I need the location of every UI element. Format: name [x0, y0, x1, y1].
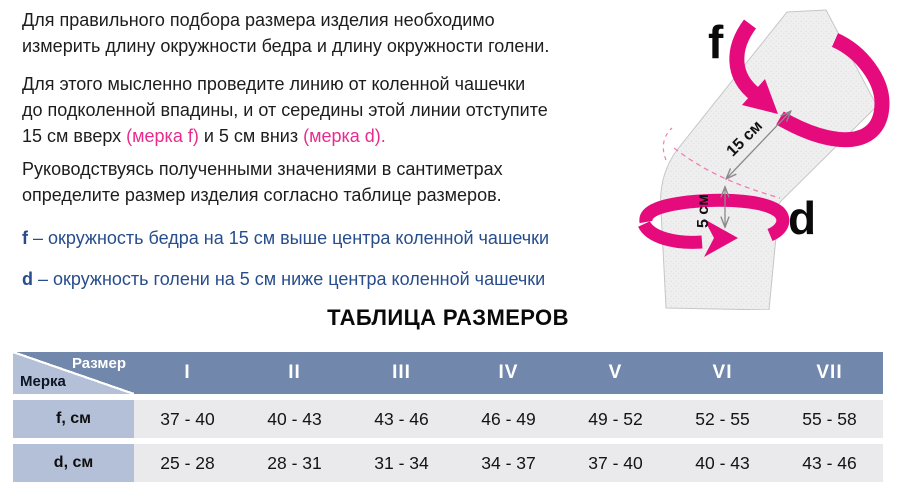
intro-line: определите размер изделия согласно табли… — [22, 185, 502, 205]
table-cell: 31 - 34 — [374, 452, 429, 473]
table-cell: 40 - 43 — [267, 408, 322, 429]
definition-f: f – окружность бедра на 15 см выше центр… — [22, 228, 549, 249]
intro-paragraph-1: Для правильного подбора размера изделия … — [22, 7, 549, 59]
intro-line: измерить длину окружности бедра и длину … — [22, 36, 550, 56]
column-header: II — [288, 362, 301, 383]
intro-line: до подколенной впадины, и от середины эт… — [22, 100, 548, 120]
intro-paragraph-2: Для этого мысленно проведите линию от ко… — [22, 71, 548, 149]
knee-diagram-svg: 15 см 5 см f d — [638, 9, 890, 310]
size-table: Размер Мерка I II III IV V VI VII f, см … — [13, 352, 883, 482]
column-header: VII — [816, 362, 843, 383]
definition-f-key: f — [22, 228, 28, 248]
diagram-label-f: f — [708, 16, 724, 68]
table-cell: 25 - 28 — [160, 452, 215, 473]
knee-measurement-diagram: 15 см 5 см f d — [630, 0, 900, 310]
table-cell: 37 - 40 — [160, 408, 215, 429]
column-header: III — [392, 362, 411, 383]
table-cell: 49 - 52 — [588, 408, 643, 429]
intro-line: Для этого мысленно проведите линию от ко… — [22, 74, 526, 94]
intro-line: Руководствуясь полученными значениями в … — [22, 159, 503, 179]
table-cell: 34 - 37 — [481, 452, 536, 473]
row-f-values: 37 - 40 40 - 43 43 - 46 46 - 49 49 - 52 … — [134, 400, 883, 438]
corner-cell: Размер Мерка — [13, 352, 134, 394]
column-header: V — [608, 362, 623, 383]
intro-line: Для правильного подбора размера изделия … — [22, 10, 495, 30]
table-cell: 52 - 55 — [695, 408, 750, 429]
definition-d: d – окружность голени на 5 см ниже центр… — [22, 269, 545, 290]
column-header: I — [184, 362, 191, 383]
text-segment: и 5 см вниз — [198, 126, 304, 146]
row-d-values: 25 - 28 28 - 31 31 - 34 34 - 37 37 - 40 … — [134, 444, 883, 482]
size-table-title: ТАБЛИЦА РАЗМЕРОВ — [327, 305, 569, 330]
table-cell: 40 - 43 — [695, 452, 750, 473]
thigh-circumference-arrow — [729, 19, 890, 148]
size-columns: I II III IV V VI VII — [134, 352, 883, 394]
row-label-d: d, см — [13, 444, 134, 482]
measure-f-highlight: (мерка f) — [126, 126, 199, 146]
table-row-d: d, см 25 - 28 28 - 31 31 - 34 34 - 37 37… — [13, 444, 883, 482]
leg-silhouette — [660, 9, 878, 310]
kneecap-dashed-arc — [662, 127, 673, 161]
table-cell: 46 - 49 — [481, 408, 536, 429]
definition-d-text: – окружность голени на 5 см ниже центра … — [33, 269, 546, 289]
column-header: IV — [498, 362, 519, 383]
dimension-label-5cm: 5 см — [695, 194, 712, 228]
dimension-arrow-15cm — [727, 112, 790, 178]
table-row-f: f, см 37 - 40 40 - 43 43 - 46 46 - 49 49… — [13, 400, 883, 438]
size-table-header-row: Размер Мерка I II III IV V VI VII — [13, 352, 883, 394]
intro-paragraph-3: Руководствуясь полученными значениями в … — [22, 156, 503, 208]
table-cell: 43 - 46 — [374, 408, 429, 429]
table-cell: 37 - 40 — [588, 452, 643, 473]
definition-d-key: d — [22, 269, 33, 289]
corner-label-measure: Мерка — [20, 373, 66, 390]
corner-label-size: Размер — [71, 355, 126, 372]
calf-circumference-arrow — [638, 193, 790, 257]
definition-f-text: – окружность бедра на 15 см выше центра … — [28, 228, 550, 248]
knee-fold-dashed-line — [673, 147, 781, 199]
measure-d-highlight: (мерка d). — [303, 126, 386, 146]
column-header: VI — [712, 362, 733, 383]
intro-line-measures: 15 см вверх (мерка f) и 5 см вниз (мерка… — [22, 123, 548, 149]
table-cell: 28 - 31 — [267, 452, 322, 473]
table-cell: 55 - 58 — [802, 408, 857, 429]
text-segment: 15 см вверх — [22, 126, 127, 146]
diagram-label-d: d — [788, 192, 816, 244]
table-cell: 43 - 46 — [802, 452, 857, 473]
row-label-f: f, см — [13, 400, 134, 438]
